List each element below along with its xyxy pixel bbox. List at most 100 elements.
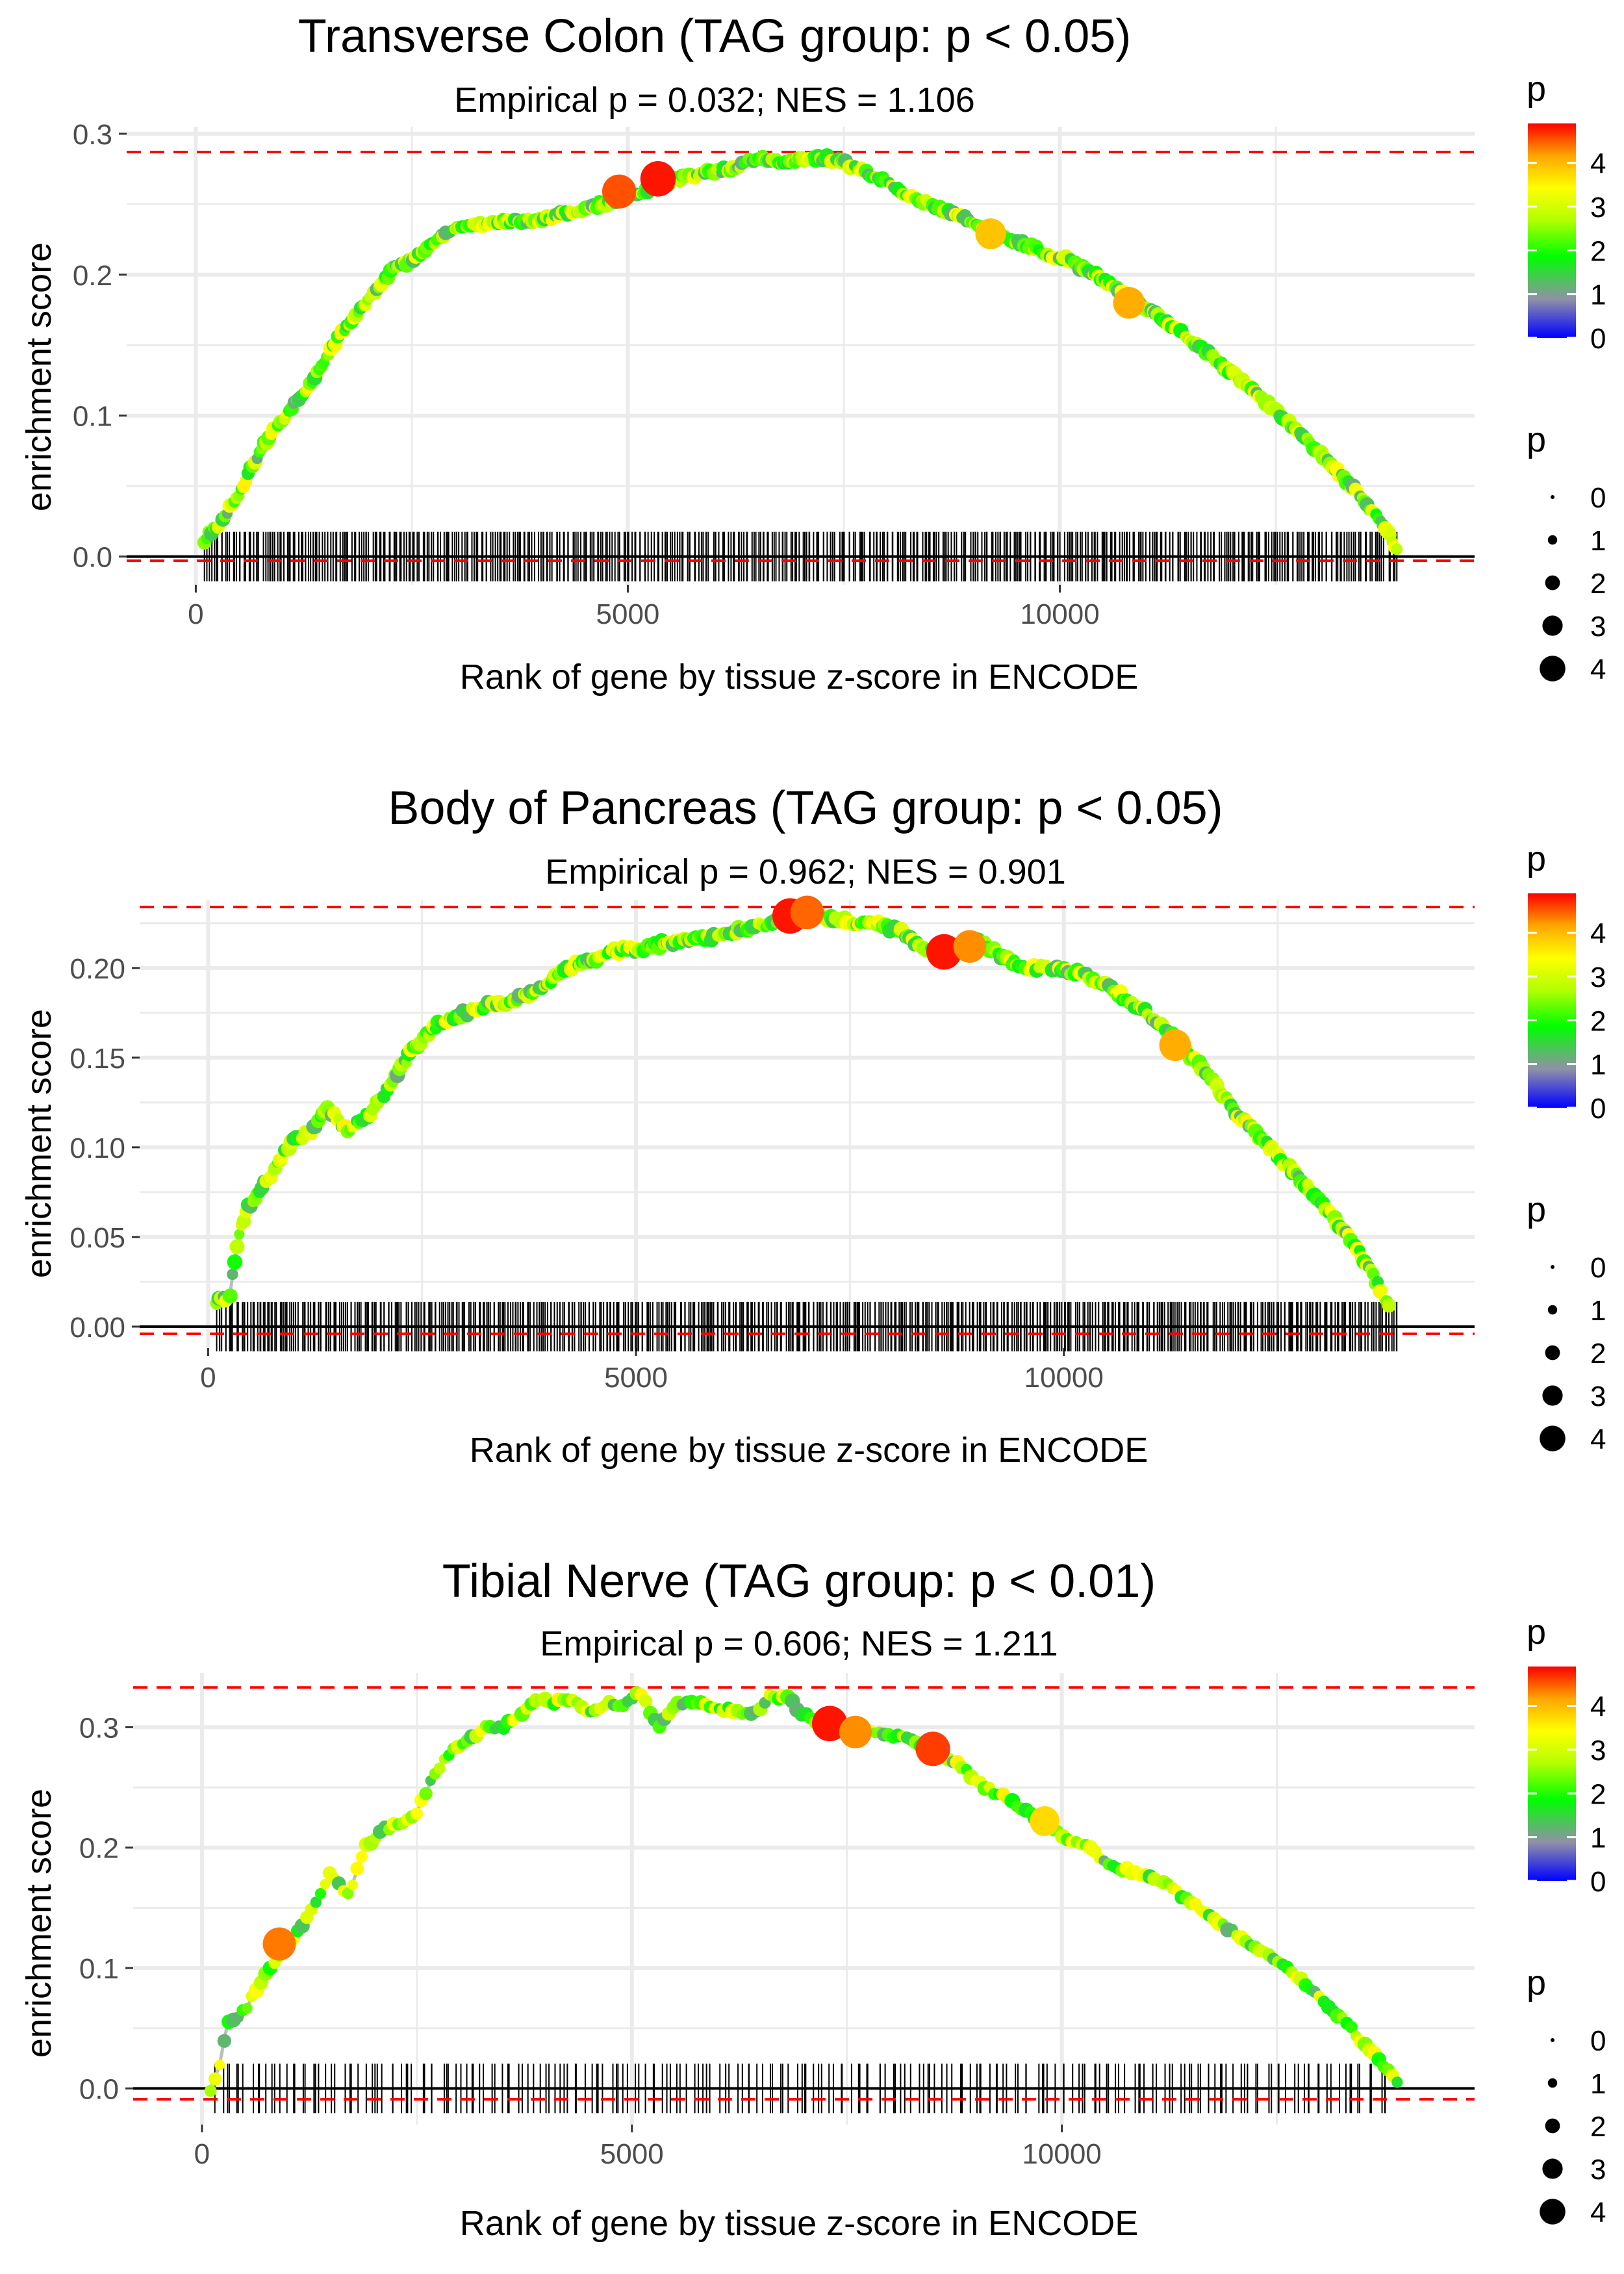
color-bar-label: 2 xyxy=(1590,1005,1606,1037)
curve-point xyxy=(1345,2021,1358,2034)
legend: p 0 1 2 3 4 p 0 1 2 3 4 xyxy=(1527,70,1606,685)
panel-title: Tibial Nerve (TAG group: p < 0.01) xyxy=(442,1555,1156,1607)
panel-subtitle: Empirical p = 0.962; NES = 0.901 xyxy=(545,852,1065,891)
x-tick-label: 0 xyxy=(194,2138,210,2170)
size-legend-label: 3 xyxy=(1590,1381,1606,1412)
highlight-point xyxy=(602,174,637,209)
curve-points xyxy=(204,1686,1403,2097)
curve-point xyxy=(229,1239,245,1255)
curve-point xyxy=(350,1861,364,1876)
panel-title: Body of Pancreas (TAG group: p < 0.05) xyxy=(388,782,1223,834)
y-axis-label: enrichment score xyxy=(19,242,58,511)
color-bar-label: 2 xyxy=(1590,1778,1606,1810)
color-bar-label: 1 xyxy=(1590,279,1606,311)
y-tick-label: 0.10 xyxy=(70,1132,125,1164)
curve-point xyxy=(433,1762,446,1774)
size-legend-dot xyxy=(1547,2078,1558,2088)
curve-point xyxy=(227,1254,243,1270)
y-tick-label: 0.1 xyxy=(73,401,112,433)
y-tick-label: 0.0 xyxy=(73,542,112,574)
x-tick-label: 0 xyxy=(200,1362,216,1394)
size-legend-label: 4 xyxy=(1590,2197,1606,2229)
highlight-point xyxy=(811,1706,848,1742)
size-legend-label: 1 xyxy=(1590,525,1606,557)
curve-point xyxy=(320,1878,331,1890)
size-legend-label: 2 xyxy=(1590,568,1606,600)
y-tick-label: 0.3 xyxy=(79,1712,119,1744)
highlight-point xyxy=(1030,1806,1060,1836)
size-legend-label: 1 xyxy=(1590,1295,1606,1327)
x-axis-label: Rank of gene by tissue z-score in ENCODE xyxy=(470,1431,1148,1470)
highlight-point xyxy=(790,895,824,930)
y-axis-label: enrichment score xyxy=(19,1009,58,1278)
curve-point xyxy=(234,1229,245,1240)
size-legend-dot xyxy=(1540,1425,1566,1451)
highlight-point xyxy=(262,1927,296,1961)
size-legend-dot xyxy=(1545,1345,1560,1361)
curve-point xyxy=(214,2059,225,2071)
size-legend-label: 0 xyxy=(1590,2025,1606,2057)
size-legend-label: 3 xyxy=(1590,2154,1606,2186)
size-legend-dot xyxy=(1551,1265,1554,1269)
size-legend-label: 4 xyxy=(1590,654,1606,685)
highlight-point xyxy=(953,930,986,963)
highlight-point xyxy=(1113,287,1145,319)
size-legend-title: p xyxy=(1527,1190,1546,1229)
curve-point xyxy=(639,1694,653,1708)
curve-point xyxy=(355,1850,368,1863)
size-legend-label: 0 xyxy=(1590,482,1606,514)
size-legend-dot xyxy=(1542,615,1563,636)
y-tick-label: 0.15 xyxy=(70,1043,125,1075)
size-legend-dot xyxy=(1542,1385,1563,1406)
x-tick-label: 10000 xyxy=(1022,2138,1101,2170)
curve-point xyxy=(208,2072,222,2086)
y-tick-label: 0.3 xyxy=(73,119,112,151)
size-legend-dot xyxy=(1547,1305,1558,1315)
size-legend-label: 2 xyxy=(1590,2111,1606,2143)
highlight-point xyxy=(915,1731,950,1767)
highlight-point xyxy=(926,934,962,970)
size-legend-dot xyxy=(1545,575,1560,591)
curve-point xyxy=(310,1897,322,1908)
color-bar xyxy=(1528,1667,1576,1881)
color-legend-title: p xyxy=(1527,839,1546,878)
color-bar-label: 3 xyxy=(1590,1735,1606,1767)
size-legend-dot xyxy=(1540,656,1566,682)
y-tick-label: 0.2 xyxy=(79,1833,119,1865)
highlight-point xyxy=(839,1715,872,1748)
color-bar xyxy=(1528,123,1576,338)
size-legend-items: 0 1 2 3 4 xyxy=(1540,482,1606,685)
highlight-point xyxy=(975,218,1006,249)
panel-subtitle: Empirical p = 0.606; NES = 1.211 xyxy=(540,1624,1058,1663)
y-tick-label: 0.2 xyxy=(73,260,112,292)
color-bar-label: 4 xyxy=(1590,148,1606,180)
size-legend-dot xyxy=(1547,535,1558,545)
color-legend-title: p xyxy=(1527,70,1546,109)
color-legend-title: p xyxy=(1527,1613,1546,1652)
plot-area: 0.0 0.1 0.2 0.3 0 5000 10000 xyxy=(79,1673,1475,2170)
curve-point xyxy=(222,1288,238,1304)
curve-point xyxy=(1391,2076,1403,2088)
highlight-point xyxy=(640,160,676,197)
color-bar-label: 0 xyxy=(1590,1093,1606,1125)
plot-area: 0.00 0.05 0.10 0.15 0.20 0 5000 10000 xyxy=(70,895,1475,1394)
highlight-point xyxy=(1159,1029,1191,1061)
panel-title: Transverse Colon (TAG group: p < 0.05) xyxy=(298,10,1132,62)
y-tick-label: 0.00 xyxy=(70,1312,125,1344)
color-bar-label: 2 xyxy=(1590,235,1606,267)
color-ticks: 0 1 2 3 4 xyxy=(1528,1691,1606,1898)
color-bar-label: 0 xyxy=(1590,323,1606,355)
x-axis-label: Rank of gene by tissue z-score in ENCODE xyxy=(460,2204,1138,2243)
legend: p 0 1 2 3 4 p 0 1 2 3 4 xyxy=(1527,839,1606,1455)
y-tick-label: 0.1 xyxy=(79,1953,119,1985)
x-tick-label: 0 xyxy=(188,598,203,630)
size-legend-items: 0 1 2 3 4 xyxy=(1540,1252,1606,1455)
curve-point xyxy=(342,1887,354,1900)
x-tick-label: 5000 xyxy=(604,1362,668,1394)
color-bar-label: 4 xyxy=(1590,1691,1606,1723)
size-legend-items: 0 1 2 3 4 xyxy=(1540,2025,1606,2229)
color-bar-label: 4 xyxy=(1590,918,1606,950)
size-legend-title: p xyxy=(1527,1963,1546,2002)
y-tick-label: 0.20 xyxy=(70,953,125,985)
x-tick-label: 10000 xyxy=(1020,598,1099,630)
